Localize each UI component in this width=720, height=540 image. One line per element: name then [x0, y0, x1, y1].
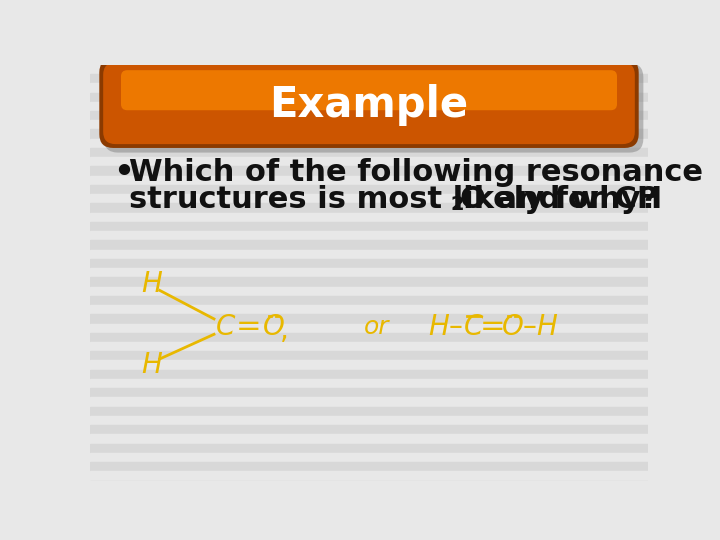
- Text: H: H: [142, 270, 163, 298]
- Text: –: –: [523, 313, 536, 341]
- FancyBboxPatch shape: [103, 63, 635, 144]
- Text: •: •: [112, 153, 135, 192]
- Bar: [90, 407, 648, 416]
- Text: structures is most likely for CH: structures is most likely for CH: [129, 185, 662, 214]
- Bar: [90, 83, 648, 92]
- Bar: [90, 259, 648, 268]
- Bar: [90, 305, 648, 314]
- Text: =: =: [236, 312, 261, 341]
- Bar: [90, 314, 648, 323]
- Bar: [90, 481, 648, 490]
- Bar: [90, 323, 648, 333]
- Text: 2: 2: [451, 195, 464, 214]
- Bar: [90, 444, 648, 453]
- Bar: [90, 65, 648, 74]
- Bar: [90, 370, 648, 379]
- Bar: [90, 462, 648, 471]
- Bar: [90, 416, 648, 425]
- Bar: [90, 166, 648, 176]
- Text: O: O: [263, 313, 284, 341]
- Bar: [90, 249, 648, 259]
- Text: ,: ,: [280, 317, 289, 345]
- Text: O: O: [501, 313, 523, 341]
- Text: or: or: [364, 315, 390, 339]
- Bar: [90, 204, 648, 213]
- Bar: [90, 268, 648, 278]
- Text: Example: Example: [269, 84, 469, 126]
- Bar: [90, 287, 648, 296]
- Bar: [90, 434, 648, 444]
- Bar: [90, 342, 648, 351]
- Bar: [90, 425, 648, 434]
- Text: –: –: [449, 313, 463, 341]
- Bar: [90, 388, 648, 397]
- Bar: [90, 213, 648, 222]
- Bar: [90, 139, 648, 148]
- Bar: [90, 222, 648, 231]
- Bar: [90, 231, 648, 240]
- Bar: [90, 176, 648, 185]
- Bar: [90, 240, 648, 249]
- Bar: [90, 92, 648, 102]
- Bar: [90, 185, 648, 194]
- Bar: [90, 397, 648, 407]
- Bar: [90, 120, 648, 130]
- Text: Which of the following resonance: Which of the following resonance: [129, 158, 703, 187]
- Text: C: C: [464, 313, 483, 341]
- Bar: [90, 148, 648, 157]
- Bar: [90, 379, 648, 388]
- Text: =: =: [480, 312, 506, 341]
- Bar: [90, 102, 648, 111]
- Text: O and why?: O and why?: [461, 185, 659, 214]
- Text: H: H: [142, 351, 163, 379]
- Bar: [90, 111, 648, 120]
- FancyBboxPatch shape: [121, 70, 617, 110]
- Text: C: C: [216, 313, 235, 341]
- Text: H: H: [428, 313, 449, 341]
- Bar: [90, 453, 648, 462]
- FancyBboxPatch shape: [104, 63, 644, 153]
- Bar: [90, 130, 648, 139]
- Bar: [90, 333, 648, 342]
- Bar: [90, 194, 648, 204]
- Bar: [90, 278, 648, 287]
- Bar: [90, 361, 648, 370]
- Bar: [90, 296, 648, 305]
- Text: H: H: [536, 313, 557, 341]
- Bar: [90, 157, 648, 166]
- Bar: [90, 471, 648, 481]
- Bar: [90, 351, 648, 361]
- FancyBboxPatch shape: [99, 59, 639, 148]
- Bar: [90, 74, 648, 83]
